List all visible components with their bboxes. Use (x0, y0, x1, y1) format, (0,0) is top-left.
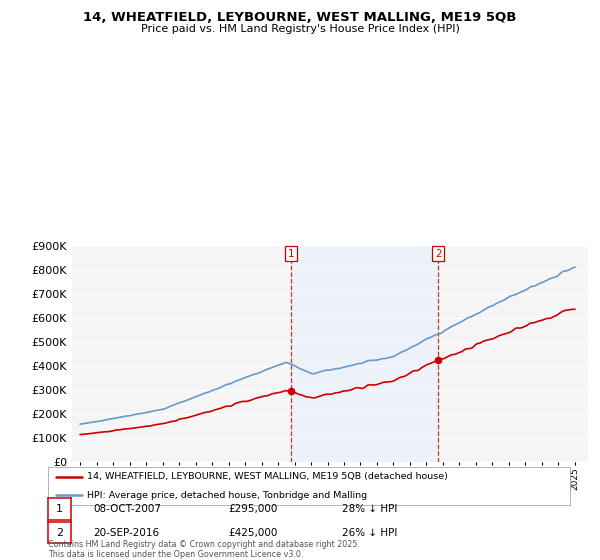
Text: 08-OCT-2007: 08-OCT-2007 (93, 504, 161, 514)
Text: HPI: Average price, detached house, Tonbridge and Malling: HPI: Average price, detached house, Tonb… (87, 491, 367, 500)
Text: Price paid vs. HM Land Registry's House Price Index (HPI): Price paid vs. HM Land Registry's House … (140, 24, 460, 34)
Bar (291, 246, 439, 462)
Text: 14, WHEATFIELD, LEYBOURNE, WEST MALLING, ME19 5QB (detached house): 14, WHEATFIELD, LEYBOURNE, WEST MALLING,… (87, 473, 448, 482)
Text: £425,000: £425,000 (228, 528, 277, 538)
Point (286, 387, 296, 396)
Text: 26% ↓ HPI: 26% ↓ HPI (342, 528, 397, 538)
Point (434, 356, 443, 365)
Text: £295,000: £295,000 (228, 504, 277, 514)
Text: Contains HM Land Registry data © Crown copyright and database right 2025.
This d: Contains HM Land Registry data © Crown c… (48, 540, 360, 559)
Text: 2: 2 (435, 249, 442, 259)
Text: 1: 1 (56, 504, 63, 514)
Text: 14, WHEATFIELD, LEYBOURNE, WEST MALLING, ME19 5QB: 14, WHEATFIELD, LEYBOURNE, WEST MALLING,… (83, 11, 517, 24)
Text: 2: 2 (56, 528, 63, 538)
Text: 20-SEP-2016: 20-SEP-2016 (93, 528, 159, 538)
Text: 28% ↓ HPI: 28% ↓ HPI (342, 504, 397, 514)
Text: 1: 1 (287, 249, 294, 259)
